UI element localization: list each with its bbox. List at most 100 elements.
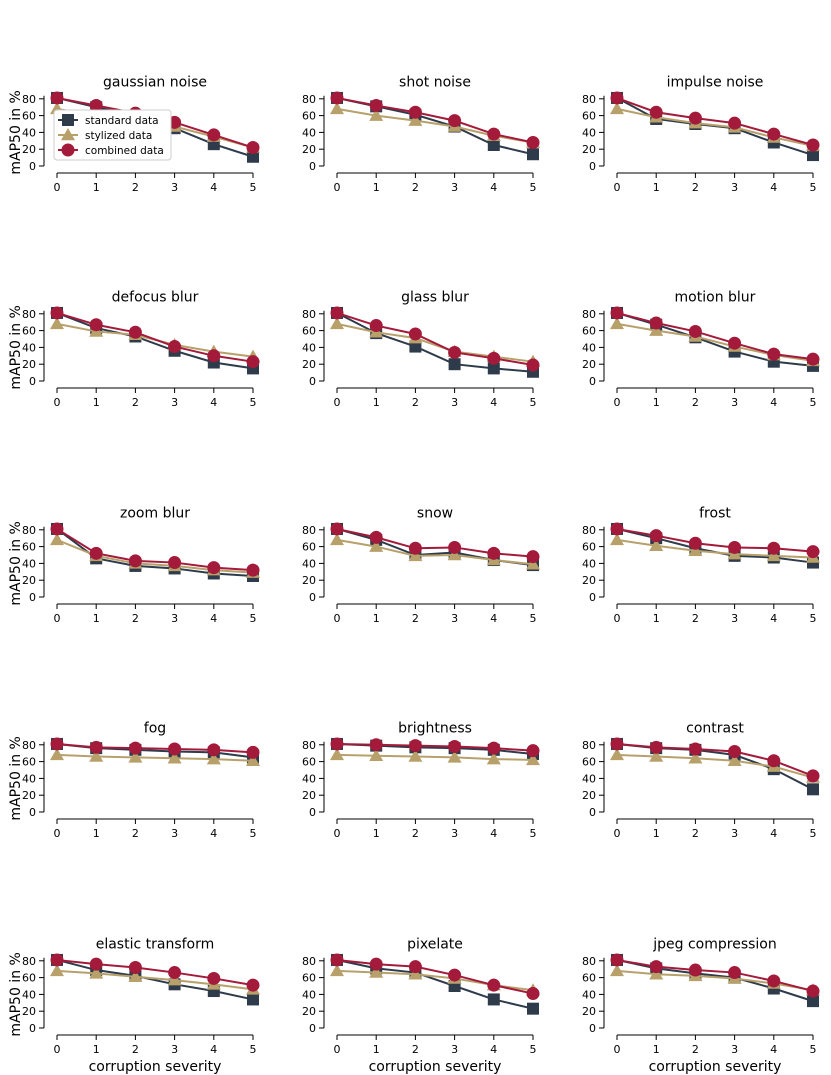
y-tick-label: 40 — [22, 557, 36, 570]
x-tick-label: 3 — [731, 612, 738, 625]
x-tick-label: 3 — [731, 181, 738, 194]
data-point — [610, 532, 624, 546]
series-line — [616, 742, 814, 777]
y-tick-label: 0 — [29, 591, 36, 604]
legend-marker — [62, 114, 74, 126]
y-tick-label: 80 — [22, 308, 36, 321]
data-point — [369, 748, 384, 761]
data-point — [448, 968, 462, 982]
data-point — [246, 141, 260, 155]
series-stylized-data — [610, 532, 820, 563]
panel-defocus-blur: defocus blur 0 20 40 60 80 0 1 2 3 4 5 mAP50 in % — [8, 290, 260, 409]
data-point — [408, 749, 423, 762]
x-tick-label: 3 — [171, 181, 178, 194]
x-tick-label: 3 — [731, 827, 738, 840]
series-line — [616, 538, 814, 559]
x-tick-label: 5 — [810, 1043, 817, 1056]
data-point — [50, 91, 64, 105]
data-point — [168, 556, 182, 570]
series-combined-data — [330, 91, 540, 149]
data-point — [168, 966, 182, 980]
y-tick-label: 80 — [582, 308, 596, 321]
y-tick-label: 20 — [582, 143, 596, 156]
x-tick-label: 5 — [530, 181, 537, 194]
y-tick-label: 60 — [22, 541, 36, 554]
data-point — [728, 745, 742, 759]
x-tick-label: 5 — [810, 612, 817, 625]
x-tick-label: 1 — [93, 1043, 100, 1056]
series-combined-data — [50, 953, 260, 992]
data-point — [369, 539, 384, 552]
data-point — [330, 91, 344, 105]
data-point — [89, 749, 104, 762]
data-point — [369, 957, 383, 971]
y-tick-label: 0 — [29, 1022, 36, 1035]
x-axis-label: corruption severity — [89, 1059, 222, 1075]
y-axis-label: mAP50 in % — [8, 736, 24, 820]
y-tick-label: 80 — [22, 955, 36, 968]
x-tick-label: 5 — [810, 181, 817, 194]
y-tick-label: 20 — [302, 143, 316, 156]
x-tick-label: 4 — [770, 1043, 777, 1056]
series-combined-data — [330, 953, 540, 1001]
data-point — [766, 548, 781, 562]
data-point — [526, 135, 540, 149]
data-point — [89, 957, 103, 971]
data-point — [767, 541, 781, 555]
series-line — [336, 538, 534, 566]
x-tick-label: 2 — [692, 612, 699, 625]
data-point — [728, 116, 742, 130]
data-point — [369, 530, 383, 544]
y-tick-label: 60 — [302, 110, 316, 123]
series-combined-data — [610, 91, 820, 152]
series-combined-data — [610, 306, 820, 366]
data-point — [89, 740, 103, 754]
x-tick-label: 5 — [530, 1043, 537, 1056]
x-tick-label: 4 — [770, 181, 777, 194]
x-tick-label: 3 — [451, 612, 458, 625]
data-point — [408, 548, 423, 562]
panel-fog: fog 0 20 40 60 80 0 1 2 3 4 5 mAP50 in % — [8, 721, 260, 840]
x-tick-label: 2 — [132, 181, 139, 194]
series-line — [616, 97, 814, 157]
data-point — [369, 319, 383, 333]
panel-title: motion blur — [675, 290, 756, 306]
series-combined-data — [330, 306, 540, 372]
legend-entry-standard-data: standard data — [58, 114, 159, 127]
x-tick-label: 2 — [412, 612, 419, 625]
x-tick-label: 4 — [210, 1043, 217, 1056]
data-point — [246, 745, 260, 759]
y-tick-label: 20 — [302, 358, 316, 371]
y-tick-label: 80 — [22, 93, 36, 106]
series-stylized-data — [330, 532, 540, 570]
legend-marker — [61, 128, 75, 141]
series-stylized-data — [610, 963, 820, 996]
series-line — [336, 742, 534, 752]
y-tick-label: 20 — [22, 574, 36, 587]
data-point — [409, 340, 422, 353]
x-tick-label: 2 — [132, 1043, 139, 1056]
y-tick-label: 60 — [582, 756, 596, 769]
y-tick-label: 0 — [589, 160, 596, 173]
x-tick-label: 2 — [692, 827, 699, 840]
data-point — [369, 99, 383, 113]
y-tick-label: 60 — [302, 972, 316, 985]
data-point — [246, 355, 260, 369]
x-tick-label: 2 — [412, 396, 419, 409]
x-tick-label: 0 — [54, 181, 61, 194]
data-point — [330, 963, 344, 977]
x-tick-label: 2 — [692, 181, 699, 194]
panel-motion-blur: motion blur 0 20 40 60 80 0 1 2 3 4 5 — [582, 290, 820, 409]
series-line — [56, 742, 254, 754]
y-tick-label: 20 — [302, 1005, 316, 1018]
legend-box — [53, 109, 172, 161]
data-point — [688, 324, 702, 338]
data-point — [128, 325, 142, 339]
x-tick-label: 2 — [132, 612, 139, 625]
y-tick-label: 20 — [582, 574, 596, 587]
legend-entry-stylized-data: stylized data — [58, 128, 152, 142]
series-line — [616, 958, 814, 993]
data-point — [207, 743, 221, 757]
legend-label: stylized data — [85, 130, 152, 142]
